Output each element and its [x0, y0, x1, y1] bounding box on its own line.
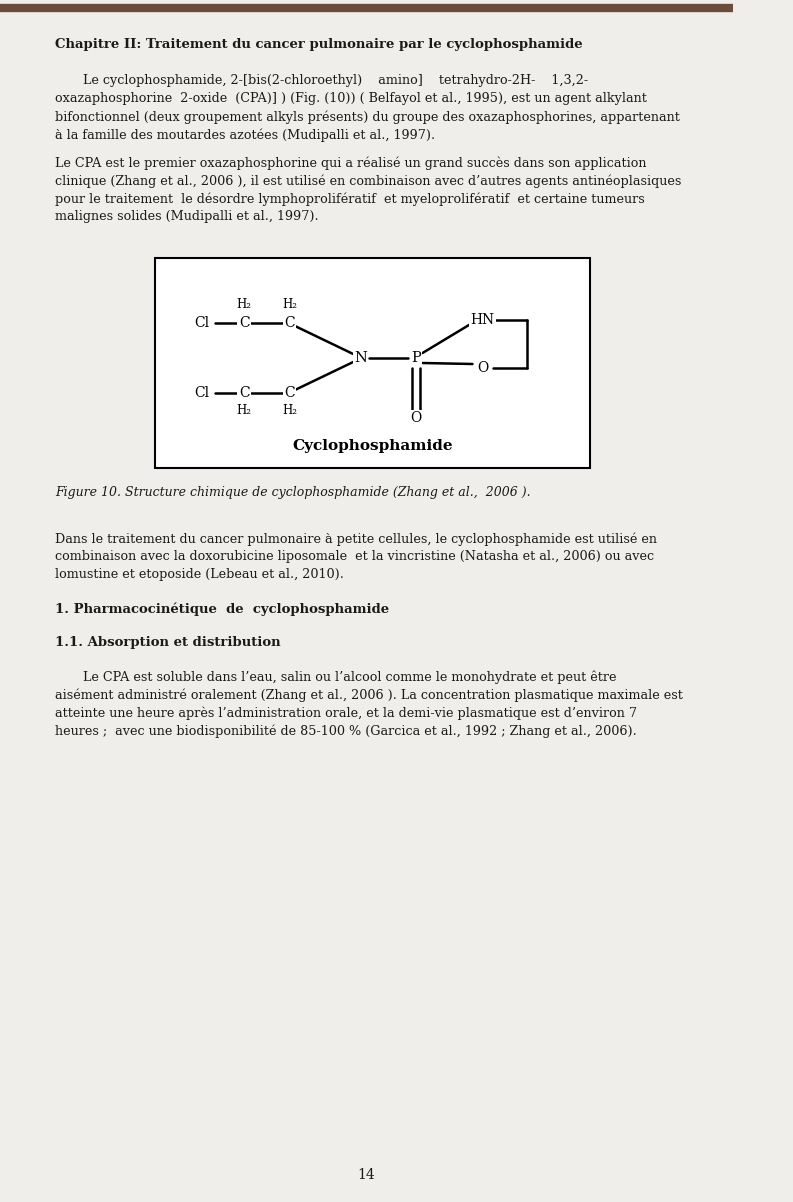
Text: H₂: H₂ — [282, 298, 297, 311]
Text: bifonctionnel (deux groupement alkyls présents) du groupe des oxazaphosphorines,: bifonctionnel (deux groupement alkyls pr… — [56, 111, 680, 124]
Text: pour le traitement  le désordre lymphoprolifératif  et myeloprolifératif  et cer: pour le traitement le désordre lymphopro… — [56, 192, 646, 206]
Text: N: N — [354, 351, 367, 365]
Text: Le CPA est soluble dans l’eau, salin ou l’alcool comme le monohydrate et peut êt: Le CPA est soluble dans l’eau, salin ou … — [56, 670, 617, 684]
Text: C: C — [284, 316, 295, 331]
Text: à la famille des moutardes azotées (Mudipalli et al., 1997).: à la famille des moutardes azotées (Mudi… — [56, 127, 435, 142]
Text: Cyclophosphamide: Cyclophosphamide — [293, 439, 453, 453]
Text: Chapitre II: Traitement du cancer pulmonaire par le cyclophosphamide: Chapitre II: Traitement du cancer pulmon… — [56, 38, 583, 50]
Text: H₂: H₂ — [236, 405, 251, 417]
Text: Dans le traitement du cancer pulmonaire à petite cellules, le cyclophosphamide e: Dans le traitement du cancer pulmonaire … — [56, 532, 657, 546]
Bar — [155, 258, 590, 468]
Text: Cl: Cl — [194, 316, 209, 331]
Text: Le CPA est le premier oxazaphosphorine qui a réalisé un grand succès dans son ap: Le CPA est le premier oxazaphosphorine q… — [56, 156, 647, 169]
Text: 1. Pharmacocinétique  de  cyclophosphamide: 1. Pharmacocinétique de cyclophosphamide — [56, 602, 389, 615]
Text: H₂: H₂ — [282, 405, 297, 417]
Text: C: C — [284, 386, 295, 400]
Text: aisément administré oralement (Zhang et al., 2006 ). La concentration plasmatiqu: aisément administré oralement (Zhang et … — [56, 688, 684, 702]
Text: P: P — [412, 351, 421, 365]
Text: malignes solides (Mudipalli et al., 1997).: malignes solides (Mudipalli et al., 1997… — [56, 210, 319, 224]
Text: clinique (Zhang et al., 2006 ), il est utilisé en combinaison avec d’autres agen: clinique (Zhang et al., 2006 ), il est u… — [56, 174, 682, 188]
Text: Figure 10. Structure chimique de cyclophosphamide (Zhang et al.,  2006 ).: Figure 10. Structure chimique de cycloph… — [56, 486, 531, 499]
Text: combinaison avec la doxorubicine liposomale  et la vincristine (Natasha et al., : combinaison avec la doxorubicine liposom… — [56, 551, 654, 563]
Text: lomustine et etoposide (Lebeau et al., 2010).: lomustine et etoposide (Lebeau et al., 2… — [56, 569, 344, 581]
Text: oxazaphosphorine  2-oxide  (CPA)] ) (Fig. (10)) ( Belfayol et al., 1995), est un: oxazaphosphorine 2-oxide (CPA)] ) (Fig. … — [56, 93, 647, 105]
Text: 14: 14 — [358, 1168, 375, 1182]
Text: O: O — [411, 411, 422, 426]
Text: 1.1. Absorption et distribution: 1.1. Absorption et distribution — [56, 636, 281, 649]
Text: H₂: H₂ — [236, 298, 251, 311]
Text: heures ;  avec une biodisponibilité de 85-100 % (Garcica et al., 1992 ; Zhang et: heures ; avec une biodisponibilité de 85… — [56, 724, 638, 738]
Text: HN: HN — [470, 313, 495, 327]
Text: C: C — [239, 386, 250, 400]
Text: Cl: Cl — [194, 386, 209, 400]
Text: atteinte une heure après l’administration orale, et la demi-vie plasmatique est : atteinte une heure après l’administratio… — [56, 706, 638, 720]
Text: O: O — [477, 361, 488, 375]
Text: Le cyclophosphamide, 2-[bis(2-chloroethyl)    amino]    tetrahydro-2H-    1,3,2-: Le cyclophosphamide, 2-[bis(2-chloroethy… — [56, 75, 588, 87]
Text: C: C — [239, 316, 250, 331]
